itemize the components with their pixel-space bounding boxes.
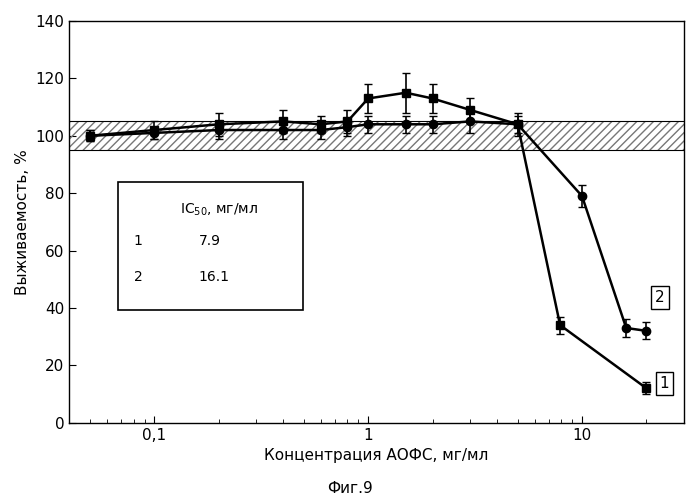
Text: 1: 1 (134, 234, 143, 248)
Text: 2: 2 (655, 290, 665, 305)
Text: Фиг.9: Фиг.9 (326, 481, 373, 496)
Text: IC$_{50}$, мг/мл: IC$_{50}$, мг/мл (180, 202, 258, 218)
Text: 1: 1 (659, 376, 669, 391)
X-axis label: Концентрация АОФС, мг/мл: Концентрация АОФС, мг/мл (264, 448, 489, 463)
Text: 16.1: 16.1 (199, 270, 229, 284)
Bar (118, 182, 303, 310)
Text: 2: 2 (134, 270, 143, 284)
Text: 7.9: 7.9 (199, 234, 220, 248)
Y-axis label: Выживаемость, %: Выживаемость, % (15, 149, 30, 295)
